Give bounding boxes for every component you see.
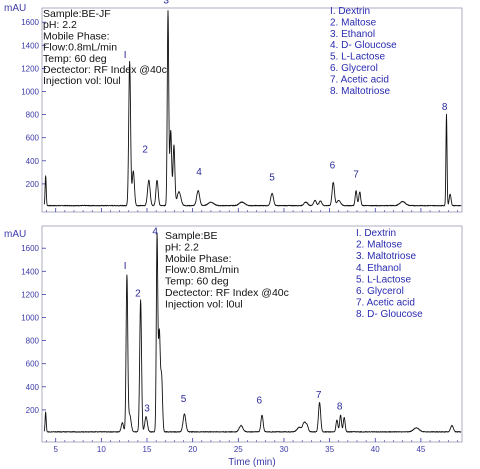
peak-label: 8 [442, 102, 448, 113]
peak-label: 7 [316, 390, 322, 401]
plot-frame [41, 7, 463, 213]
sample-info-line: Sample:BE [165, 230, 218, 242]
x-tick-label: 25 [234, 445, 243, 454]
sample-info-line: pH: 2.2 [43, 19, 77, 31]
legend-entry: 6. Glycerol [330, 63, 378, 74]
sample-info-line: Temp: 60 deg [165, 276, 229, 288]
x-tick-label: 45 [416, 445, 425, 454]
y-tick-label: 200 [26, 180, 40, 189]
chromatogram-trace [43, 10, 462, 207]
chromatogram-trace [43, 232, 462, 433]
peak-label: 4 [196, 167, 202, 178]
sample-info-line: Sample:BE-JF [43, 8, 111, 20]
y-tick-label: 800 [26, 337, 40, 346]
peak-label: 3 [144, 404, 150, 415]
legend-entry: 7. Acetic acid [356, 298, 415, 309]
sample-info-line: Injection vol: l0ul [165, 298, 243, 310]
x-axis-label: Time (min) [228, 457, 275, 468]
x-tick-label: 15 [143, 445, 152, 454]
x-tick-label: 35 [325, 445, 334, 454]
peak-label: 7 [353, 170, 359, 181]
legend-entry: 3. Maltotriose [356, 251, 416, 262]
y-tick-label: 600 [26, 134, 40, 143]
sample-info-line: Dectector: RF Index @40c [165, 287, 289, 299]
sample-info-line: Temp: 60 deg [43, 53, 107, 65]
y-tick-label: 600 [26, 360, 40, 369]
y-tick-label: 1000 [21, 88, 39, 97]
legend-entry: 4. Ethanol [356, 263, 401, 274]
peak-label: I [124, 261, 127, 272]
legend-entry: 8. Maltotriose [330, 86, 390, 97]
legend-entry: 7. Acetic acid [330, 74, 389, 85]
plot-frame [41, 225, 463, 443]
y-tick-label: 1400 [21, 41, 39, 50]
legend-entry: I. Dextrin [356, 228, 396, 239]
peak-label: 4 [152, 226, 158, 237]
y-tick-label: 200 [26, 406, 40, 415]
y-tick-label: 1200 [21, 290, 39, 299]
sample-info-line: Mobile Phase: [43, 30, 110, 42]
legend-entry: 2. Maltose [356, 240, 403, 251]
y-tick-label: 400 [26, 157, 40, 166]
sample-info-line: Mobile Phase: [165, 253, 232, 265]
y-tick-label: 400 [26, 383, 40, 392]
peak-label: 3 [163, 0, 169, 7]
legend-entry: 3. Ethanol [330, 29, 375, 40]
peak-label: 2 [142, 145, 148, 156]
x-tick-label: 40 [371, 445, 380, 454]
y-tick-label: 1000 [21, 314, 39, 323]
sample-info-line: pH: 2.2 [165, 241, 199, 253]
x-tick-label: 10 [97, 445, 106, 454]
sample-info-line: Flow:0.8mL/min [43, 42, 117, 54]
peak-label: 6 [257, 396, 263, 407]
y-tick-label: 1400 [21, 267, 39, 276]
legend-entry: 2. Maltose [330, 17, 377, 28]
y-tick-label: 1600 [21, 18, 39, 27]
x-tick-label: 5 [53, 445, 58, 454]
top-chromatogram-panel: mAU 200 400 600 800 1000 1200 1400 1600 I 2 3 4 5 6 7 8 S… [4, 0, 463, 213]
legend-entry: 6. Glycerol [356, 286, 404, 297]
peak-label: 6 [330, 160, 336, 171]
sample-info-line: Dectector: RF Index @40c [43, 64, 167, 76]
legend-entry: 4. D- Gloucose [330, 40, 397, 51]
sample-info-line: Injection vol: l0ul [43, 75, 121, 87]
x-tick-label: 30 [280, 445, 289, 454]
peak-label: 5 [181, 394, 187, 405]
y-tick-label: 1600 [21, 244, 39, 253]
legend-entry: 5. L-Lactose [356, 274, 411, 285]
y-tick-label: 1200 [21, 64, 39, 73]
y-unit-label: mAU [4, 229, 26, 240]
peak-label: 8 [337, 401, 343, 412]
legend-entry: 5. L-Lactose [330, 52, 385, 63]
x-tick-label: 20 [188, 445, 197, 454]
y-tick-label: 800 [26, 111, 40, 120]
peak-label: I [124, 50, 127, 61]
y-unit-label: mAU [4, 3, 26, 14]
sample-info-line: Flow:0.8mL/min [165, 264, 239, 276]
peak-label: 5 [269, 172, 275, 183]
peak-label: 2 [135, 289, 141, 300]
legend-entry: I. Dextrin [330, 6, 370, 17]
legend-entry: 8. D- Gloucose [356, 309, 423, 320]
